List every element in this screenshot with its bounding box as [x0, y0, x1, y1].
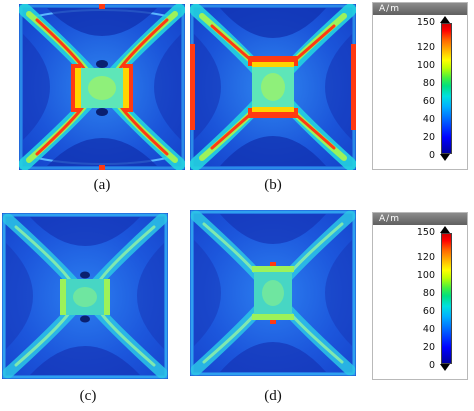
colorbar-tick: 120 [416, 42, 435, 53]
colorbar-gradient [441, 23, 452, 154]
colorbar-tick: 40 [422, 114, 435, 125]
colorbar-tick: 60 [422, 96, 435, 107]
colorbar-tick: 100 [416, 270, 435, 281]
max-arrow-icon [440, 16, 450, 23]
colorbar-top: A/m 150 120 100 80 60 40 20 0 [372, 2, 468, 170]
colorbar-tick: 0 [428, 150, 435, 161]
max-arrow-icon [440, 226, 450, 233]
caption-d: (d) [264, 388, 282, 404]
field-panel-d [190, 210, 356, 376]
colorbar-tick: 20 [422, 342, 435, 353]
field-map-c [2, 213, 168, 379]
colorbar-tick: 20 [422, 132, 435, 143]
colorbar-tick: 80 [422, 78, 435, 89]
min-arrow-icon [440, 364, 450, 371]
field-map-d [190, 210, 356, 376]
field-map-b [190, 4, 356, 170]
colorbar-tick: 80 [422, 288, 435, 299]
colorbar-tick: 100 [416, 60, 435, 71]
colorbar-tick: 120 [416, 252, 435, 263]
colorbar-tick: 60 [422, 306, 435, 317]
caption-a: (a) [93, 177, 111, 193]
colorbar-tick: 150 [416, 227, 435, 238]
colorbar-unit-label: A/m [373, 213, 467, 225]
colorbar-gradient [441, 233, 452, 364]
colorbar-unit-label: A/m [373, 3, 467, 15]
colorbar-tick: 40 [422, 324, 435, 335]
min-arrow-icon [440, 154, 450, 161]
caption-c: (c) [79, 388, 97, 404]
field-panel-c [2, 213, 168, 379]
field-panel-a [19, 4, 185, 170]
colorbar-bottom: A/m 150 120 100 80 60 40 20 0 [372, 212, 468, 380]
field-map-a [19, 4, 185, 170]
caption-b: (b) [264, 177, 282, 193]
colorbar-tick: 150 [416, 17, 435, 28]
field-panel-b [190, 4, 356, 170]
colorbar-tick: 0 [428, 360, 435, 371]
